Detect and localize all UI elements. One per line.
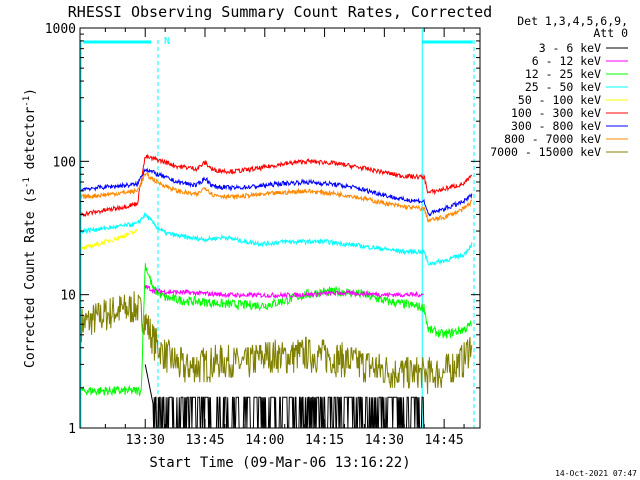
x-tick-label: 14:30 — [365, 433, 404, 448]
series-line — [144, 364, 425, 428]
x-axis-label: Start Time (09-Mar-06 13:16:22) — [149, 455, 410, 471]
legend-entry-label: 100 - 300 keV — [511, 106, 601, 120]
legend-entry-label: 800 - 7000 keV — [504, 132, 601, 146]
series-line — [81, 167, 473, 217]
x-tick-label: 13:30 — [126, 433, 165, 448]
y-axis-label-sup1: -1 — [22, 177, 32, 188]
x-tick-label: 14:00 — [245, 433, 284, 448]
timestamp: 14-Oct-2021 07:47 — [555, 469, 637, 478]
series-line — [81, 263, 472, 397]
legend-entry-label: 50 - 100 keV — [518, 93, 601, 107]
legend-entry-label: 3 - 6 keV — [539, 41, 601, 55]
x-tick-label: 14:45 — [425, 433, 464, 448]
legend-entry-label: 300 - 800 keV — [511, 119, 601, 133]
series-line — [144, 284, 425, 299]
x-tick-label: 13:45 — [185, 433, 224, 448]
plot-series-group — [80, 28, 475, 428]
legend-entry-label: 6 - 12 keV — [532, 54, 601, 68]
series-line — [81, 291, 473, 395]
y-tick-label: 1000 — [45, 22, 76, 37]
chart-title: RHESSI Observing Summary Count Rates, Co… — [68, 3, 492, 21]
y-tick-label: 100 — [53, 155, 76, 170]
night-marker-label: N — [164, 36, 170, 47]
y-axis-label: Corrected Count Rate (s-1 detector-1) — [22, 88, 38, 368]
y-tick-label: 10 — [60, 289, 76, 304]
plot-area-frame — [79, 27, 481, 429]
legend-entry-label: 7000 - 15000 keV — [490, 145, 601, 159]
axis-ticks-group: 1 10 100 1000 13:30 13:45 14:00 14:15 14:30 14:45… — [45, 22, 480, 448]
legend-header-line2: Att 0 — [593, 26, 628, 40]
y-axis-label-part1: Corrected Count Rate (s — [23, 188, 38, 368]
legend-entry-label: 12 - 25 keV — [525, 67, 601, 81]
legend-entry-label: 25 - 50 keV — [525, 80, 601, 94]
y-axis-label-sup2: -1 — [22, 96, 32, 107]
y-axis-label-part2: detector — [23, 107, 38, 178]
x-tick-label: 14:15 — [305, 433, 344, 448]
y-axis-label-part3: ) — [23, 88, 38, 96]
y-tick-label: 1 — [68, 422, 76, 437]
series-line — [81, 153, 473, 218]
series-line — [81, 212, 473, 266]
series-line — [81, 172, 473, 224]
legend-header-line1: Det 1,3,4,5,6,9, — [517, 14, 628, 28]
series-line — [81, 229, 138, 251]
